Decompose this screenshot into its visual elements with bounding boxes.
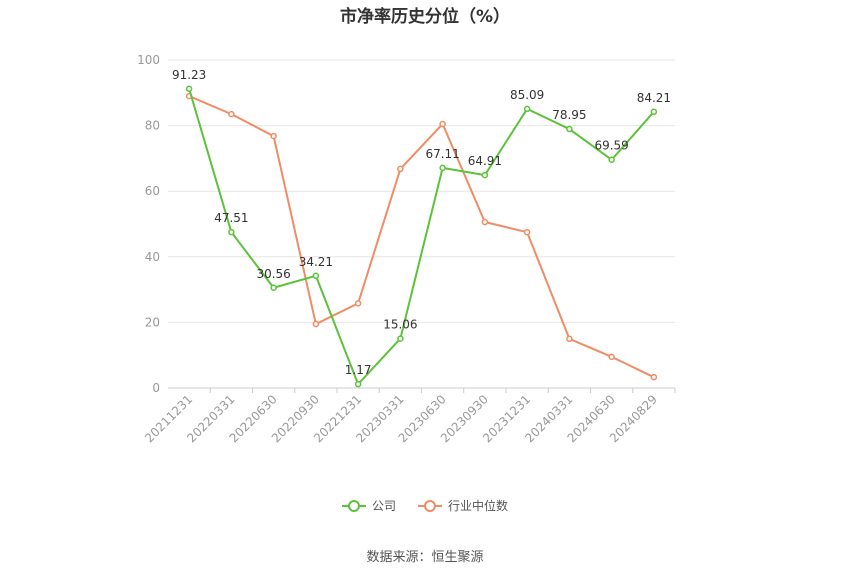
data-point-industry-median — [566, 335, 573, 343]
data-point-industry-median — [270, 132, 277, 140]
data-point-company — [439, 164, 446, 172]
data-point-industry-median — [608, 353, 615, 361]
y-tick-label: 100 — [137, 53, 160, 67]
y-tick-label: 0 — [152, 381, 160, 395]
data-point-industry-median — [439, 120, 446, 128]
legend-label-company: 公司 — [371, 499, 396, 513]
data-label: 34.21 — [299, 255, 333, 269]
data-label: 91.23 — [172, 68, 206, 82]
legend-item-company[interactable]: 公司 — [341, 497, 396, 514]
legend-swatch-company — [341, 499, 366, 513]
series-line-industry-median — [188, 95, 655, 379]
data-point-industry-median — [312, 320, 320, 328]
data-point-company — [185, 85, 193, 93]
series-line-company — [188, 88, 655, 386]
data-point-industry-median — [481, 218, 489, 226]
data-point-industry-median — [354, 300, 362, 307]
data-point-company — [650, 108, 658, 116]
data-point-company — [397, 335, 404, 342]
data-point-company — [312, 272, 320, 280]
data-label: 84.21 — [637, 91, 671, 105]
data-source: 数据来源：恒生聚源 — [366, 550, 484, 565]
data-point-company — [354, 380, 362, 388]
data-point-company — [566, 125, 573, 133]
data-label: 69.59 — [594, 139, 628, 153]
data-point-company — [523, 105, 531, 113]
data-point-company — [481, 171, 489, 179]
y-tick-label: 60 — [145, 184, 160, 198]
data-point-company — [228, 228, 235, 236]
legend-item-industry-median[interactable]: 行业中位数 — [418, 497, 508, 514]
legend: 公司 行业中位数 — [0, 497, 850, 514]
data-point-industry-median — [650, 373, 658, 381]
data-point-company — [608, 156, 615, 163]
data-label: 15.06 — [383, 318, 417, 332]
data-point-industry-median — [397, 165, 404, 173]
data-point-company — [270, 284, 277, 292]
data-label: 30.56 — [256, 267, 290, 281]
legend-swatch-industry-median — [418, 499, 442, 513]
y-tick-label: 20 — [145, 315, 160, 329]
data-label: 64.91 — [468, 154, 502, 168]
data-label: 85.09 — [510, 88, 544, 102]
data-label: 47.51 — [214, 211, 248, 225]
y-tick-label: 40 — [145, 250, 160, 264]
data-label: 78.95 — [552, 108, 586, 122]
data-label: 67.11 — [425, 147, 459, 161]
chart-title: 市净率历史分位（%） — [339, 7, 511, 27]
y-tick-label: 80 — [145, 119, 160, 133]
data-point-industry-median — [228, 110, 235, 118]
legend-label-industry-median: 行业中位数 — [448, 499, 509, 513]
data-label: 1.17 — [345, 363, 372, 377]
data-point-industry-median — [523, 228, 531, 236]
